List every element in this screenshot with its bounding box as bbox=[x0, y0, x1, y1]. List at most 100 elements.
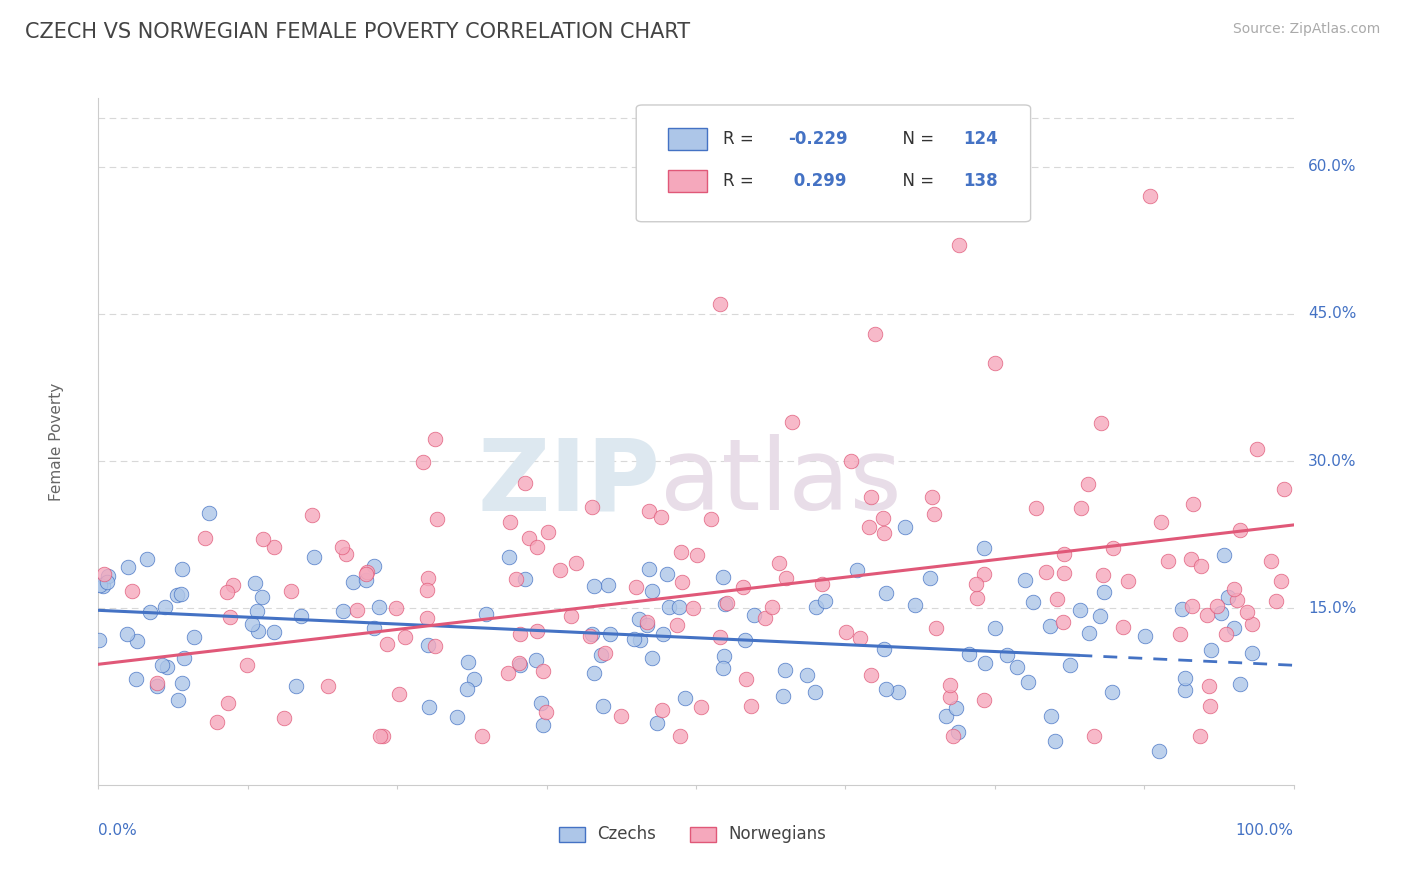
Point bbox=[690, 699, 713, 714]
Point bbox=[1043, 734, 1066, 748]
Point bbox=[1272, 482, 1295, 496]
Point bbox=[371, 729, 394, 743]
Point bbox=[921, 491, 943, 505]
Point bbox=[638, 562, 661, 576]
Point bbox=[713, 649, 735, 664]
Point bbox=[475, 607, 498, 622]
Point bbox=[499, 515, 522, 529]
Point bbox=[589, 648, 612, 662]
Point bbox=[711, 661, 734, 675]
Point bbox=[205, 714, 228, 729]
Point bbox=[845, 563, 868, 577]
Text: CZECH VS NORWEGIAN FEMALE POVERTY CORRELATION CHART: CZECH VS NORWEGIAN FEMALE POVERTY CORREL… bbox=[25, 22, 690, 42]
Point bbox=[91, 578, 114, 592]
Point bbox=[290, 609, 312, 624]
Point bbox=[221, 578, 243, 592]
Point bbox=[965, 576, 987, 591]
Point bbox=[115, 627, 138, 641]
Point bbox=[215, 585, 238, 599]
Point bbox=[1022, 595, 1045, 609]
Point bbox=[873, 526, 896, 541]
Point bbox=[1223, 582, 1246, 596]
Text: 0.299: 0.299 bbox=[787, 171, 846, 189]
Point bbox=[1147, 744, 1170, 758]
Point bbox=[167, 693, 190, 707]
Point bbox=[166, 588, 188, 602]
Point bbox=[394, 631, 416, 645]
Point bbox=[974, 657, 997, 671]
Point bbox=[330, 540, 353, 554]
Point bbox=[804, 685, 827, 699]
Point bbox=[1240, 617, 1263, 632]
FancyBboxPatch shape bbox=[637, 105, 1031, 222]
Point bbox=[1195, 608, 1218, 623]
Point bbox=[1209, 606, 1232, 620]
Point bbox=[938, 690, 960, 705]
Point bbox=[354, 566, 377, 581]
Point bbox=[273, 711, 295, 725]
Point bbox=[513, 476, 536, 491]
Point bbox=[318, 679, 340, 693]
Point bbox=[581, 627, 603, 641]
Point bbox=[849, 631, 872, 645]
Bar bbox=[558, 827, 585, 842]
Point bbox=[966, 591, 988, 605]
Point bbox=[875, 682, 897, 697]
Point bbox=[153, 599, 176, 614]
Point bbox=[509, 657, 531, 672]
Point bbox=[1246, 442, 1268, 456]
Point bbox=[599, 627, 621, 641]
Point bbox=[197, 506, 219, 520]
Point bbox=[301, 508, 323, 522]
Point bbox=[246, 624, 269, 639]
Point bbox=[498, 550, 520, 565]
Point bbox=[655, 566, 678, 581]
Point bbox=[946, 724, 969, 739]
Point bbox=[519, 531, 541, 545]
Point bbox=[505, 572, 527, 586]
Point bbox=[117, 559, 139, 574]
Text: R =: R = bbox=[724, 171, 759, 189]
Point bbox=[1077, 625, 1099, 640]
Text: 30.0%: 30.0% bbox=[1308, 454, 1357, 468]
Point bbox=[217, 696, 239, 710]
Point bbox=[1236, 605, 1258, 619]
Point bbox=[125, 634, 148, 648]
Point bbox=[423, 639, 446, 653]
Point bbox=[1014, 573, 1036, 587]
Point bbox=[650, 510, 672, 524]
Point bbox=[984, 621, 1007, 635]
Point bbox=[1199, 699, 1222, 714]
Point bbox=[1039, 619, 1062, 633]
Point bbox=[236, 658, 259, 673]
Text: 124: 124 bbox=[963, 130, 998, 148]
Point bbox=[903, 598, 925, 612]
Point bbox=[740, 698, 762, 713]
Point bbox=[194, 532, 217, 546]
Point bbox=[363, 622, 385, 636]
Point bbox=[384, 600, 406, 615]
Point bbox=[1090, 416, 1112, 430]
Point bbox=[671, 545, 693, 559]
Point bbox=[550, 563, 572, 577]
Point bbox=[583, 666, 606, 681]
Point bbox=[1189, 558, 1212, 573]
Point bbox=[668, 729, 690, 743]
Point bbox=[922, 507, 945, 521]
Point bbox=[1170, 601, 1192, 615]
Point bbox=[124, 672, 146, 686]
Point bbox=[418, 639, 440, 653]
Point bbox=[668, 600, 690, 615]
Text: R =: R = bbox=[724, 130, 759, 148]
Point bbox=[796, 668, 818, 682]
Point bbox=[418, 571, 440, 585]
Point bbox=[973, 567, 995, 582]
Point bbox=[471, 729, 494, 743]
Point bbox=[526, 541, 548, 555]
Point bbox=[565, 556, 588, 570]
Point bbox=[772, 690, 794, 704]
Point bbox=[1265, 594, 1288, 608]
Point bbox=[463, 672, 485, 686]
Point bbox=[592, 699, 614, 714]
Point bbox=[1229, 677, 1251, 691]
